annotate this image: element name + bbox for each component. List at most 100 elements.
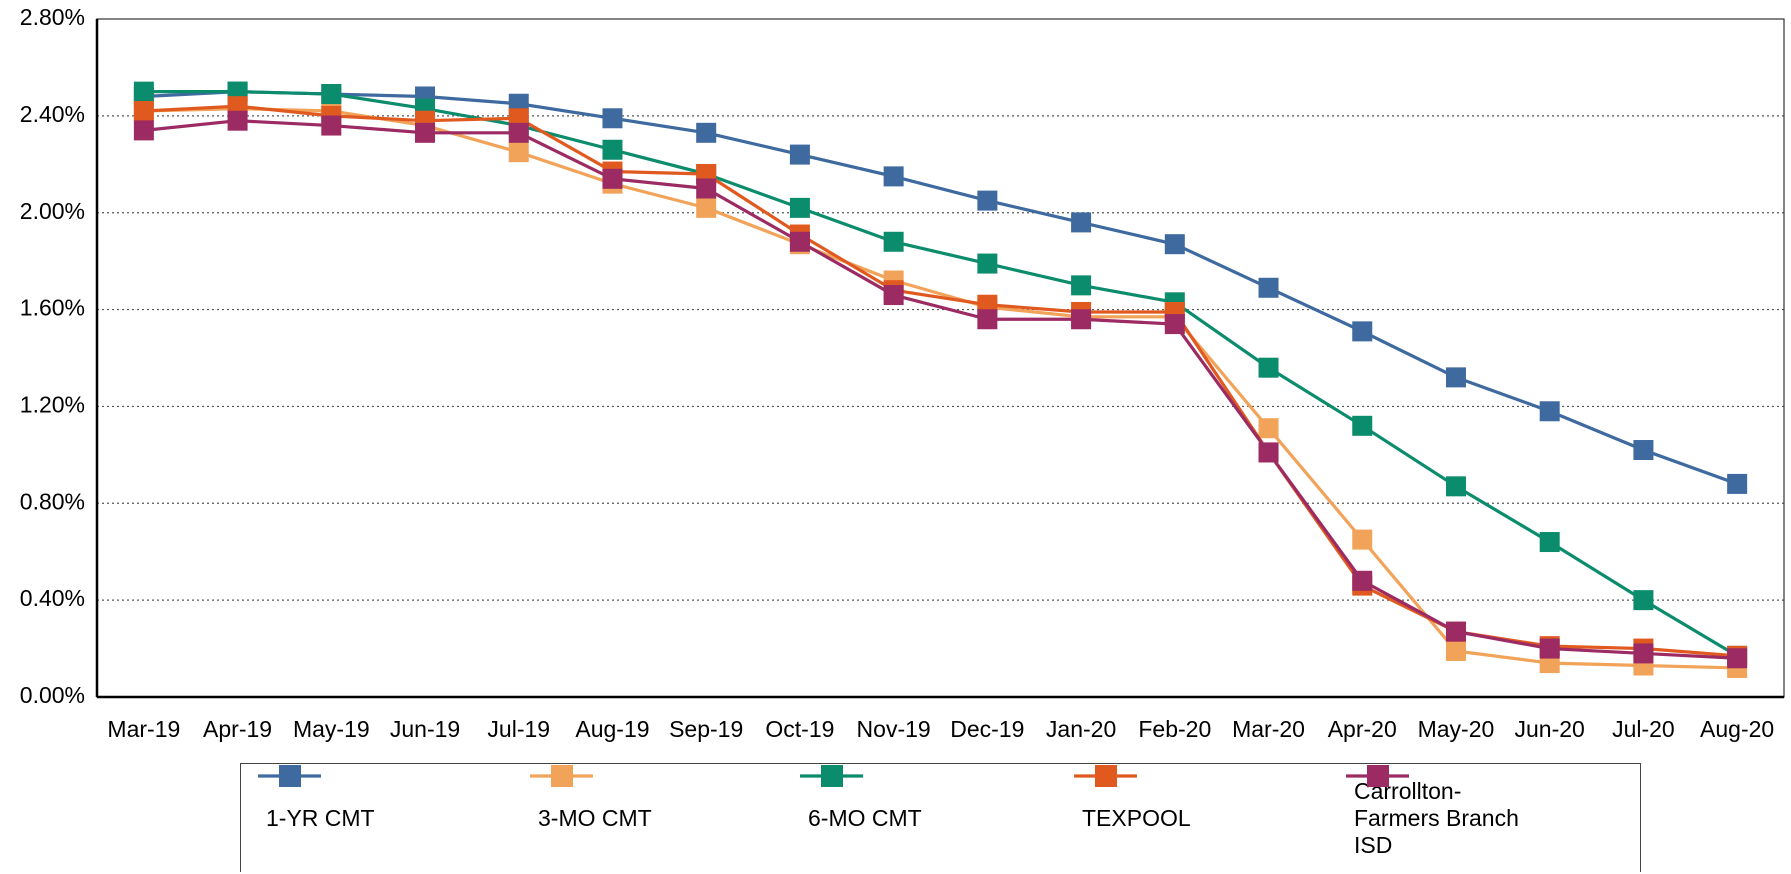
legend-item: Carrollton-Farmers Branch ISD <box>1346 764 1544 873</box>
marker <box>977 190 998 211</box>
marker <box>1258 357 1279 378</box>
x-tick-label: Jul-19 <box>487 716 550 742</box>
y-tick-label: 0.40% <box>20 585 85 611</box>
x-tick-label: May-20 <box>1418 716 1495 742</box>
marker <box>1352 570 1373 591</box>
marker <box>508 122 529 143</box>
x-tick-label: Dec-19 <box>950 716 1024 742</box>
marker <box>1352 415 1373 436</box>
x-tick-label: Mar-19 <box>107 716 180 742</box>
legend-marker <box>1367 765 1389 787</box>
legend-label: TEXPOOL <box>1082 805 1191 831</box>
legend-item: TEXPOOL <box>1074 764 1191 873</box>
marker <box>1258 277 1279 298</box>
legend-label: 1-YR CMT <box>266 805 375 831</box>
series-line <box>143 119 1738 660</box>
x-tick-label: May-19 <box>293 716 370 742</box>
marker <box>1258 418 1279 439</box>
marker <box>789 144 810 165</box>
y-tick-label: 1.20% <box>20 392 85 418</box>
x-tick-label: Apr-20 <box>1328 716 1397 742</box>
y-tick-label: 2.80% <box>20 4 85 30</box>
marker <box>602 139 623 160</box>
legend-swatch <box>1346 765 1409 787</box>
marker <box>1445 367 1466 388</box>
marker <box>602 168 623 189</box>
marker <box>321 84 342 105</box>
marker <box>133 81 154 102</box>
y-tick-label: 0.00% <box>20 682 85 708</box>
marker <box>883 231 904 252</box>
marker <box>1633 643 1654 664</box>
legend-marker <box>279 765 301 787</box>
marker <box>883 166 904 187</box>
x-tick-label: Feb-20 <box>1138 716 1211 742</box>
marker <box>1539 532 1560 553</box>
legend: 1-YR CMT 3-MO CMT 6-MO CMT TEXPOOL Carrollto… <box>240 763 1641 872</box>
legend-item: 1-YR CMT <box>258 764 375 873</box>
plot-frame <box>96 18 1785 698</box>
x-tick-label: Jun-20 <box>1515 716 1585 742</box>
series-line <box>143 90 1738 658</box>
legend-swatch <box>800 765 863 787</box>
marker <box>696 197 717 218</box>
chart: 0.00% 0.40% 0.80% 1.20% 1.60% 2.00% 2.40% 2.80%… <box>20 4 1785 742</box>
x-tick-label: Aug-20 <box>1700 716 1774 742</box>
marker <box>1445 476 1466 497</box>
marker <box>1727 648 1748 669</box>
x-tick-label: Aug-19 <box>575 716 649 742</box>
marker <box>321 115 342 136</box>
y-tick-label: 2.40% <box>20 101 85 127</box>
marker <box>789 231 810 252</box>
x-tick-label: Oct-19 <box>765 716 834 742</box>
marker <box>1164 314 1185 335</box>
legend-swatch <box>258 765 321 787</box>
series-line <box>143 90 1738 486</box>
legend-swatch <box>530 765 593 787</box>
marker <box>883 285 904 306</box>
marker <box>1539 638 1560 659</box>
marker <box>696 178 717 199</box>
x-tick-label: Jul-20 <box>1612 716 1675 742</box>
y-tick-label: 2.00% <box>20 198 85 224</box>
legend-label: 6-MO CMT <box>808 805 922 831</box>
marker <box>1633 440 1654 461</box>
x-tick-label: Jan-20 <box>1046 716 1116 742</box>
marker <box>1071 309 1092 330</box>
marker <box>696 122 717 143</box>
series-line <box>143 106 1738 670</box>
marker <box>1445 640 1466 661</box>
legend-label: 3-MO CMT <box>538 805 652 831</box>
x-tick-label: Jun-19 <box>390 716 460 742</box>
marker <box>1445 621 1466 642</box>
marker <box>977 309 998 330</box>
x-tick-label: Sep-19 <box>669 716 743 742</box>
legend-marker <box>821 765 843 787</box>
y-tick-label: 0.80% <box>20 488 85 514</box>
marker <box>1164 234 1185 255</box>
legend-item: 6-MO CMT <box>800 764 922 873</box>
x-tick-label: Nov-19 <box>857 716 931 742</box>
legend-item: 3-MO CMT <box>530 764 652 873</box>
legend-marker <box>551 765 573 787</box>
x-tick-label: Apr-19 <box>203 716 272 742</box>
marker <box>789 197 810 218</box>
marker <box>1071 212 1092 233</box>
marker <box>1352 529 1373 550</box>
marker <box>977 253 998 274</box>
legend-swatch <box>1074 765 1137 787</box>
x-tick-label: Mar-20 <box>1232 716 1305 742</box>
legend-marker <box>1095 765 1117 787</box>
marker <box>1727 473 1748 494</box>
legend-label: Carrollton-Farmers Branch ISD <box>1354 778 1519 858</box>
marker <box>1633 590 1654 611</box>
marker <box>1258 442 1279 463</box>
marker <box>508 142 529 163</box>
marker <box>227 110 248 131</box>
marker <box>415 122 436 143</box>
marker <box>133 120 154 141</box>
marker <box>1071 275 1092 296</box>
marker <box>1352 321 1373 342</box>
marker <box>1539 401 1560 422</box>
